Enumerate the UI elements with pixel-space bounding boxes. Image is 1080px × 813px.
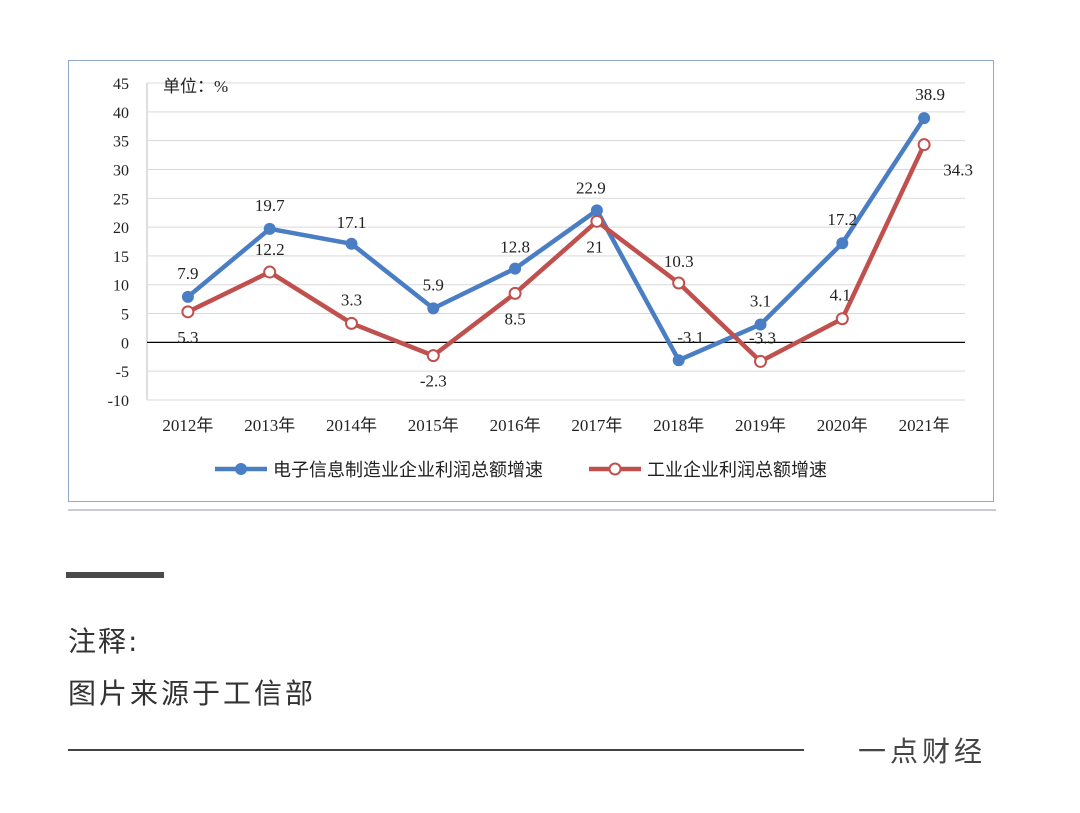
- series-electronics-data-label: 17.1: [337, 213, 367, 232]
- series-industry-data-label: -3.3: [749, 328, 776, 347]
- brand-signature: 一点财经: [858, 735, 987, 768]
- series-electronics-data-label: 7.9: [177, 264, 198, 283]
- note-title: 注释:: [68, 625, 140, 658]
- x-tick-label: 2020年: [817, 416, 868, 435]
- series-electronics-data-label: 38.9: [915, 85, 945, 104]
- series-electronics-data-label: -3.1: [677, 328, 704, 347]
- x-tick-label: 2018年: [653, 416, 704, 435]
- y-tick-label: 20: [113, 220, 129, 237]
- image-source-note: 图片来源于工信部: [68, 677, 317, 710]
- series-industry-data-label: 34.3: [943, 161, 973, 180]
- series-electronics-point: [345, 237, 358, 250]
- series-electronics-point: [590, 204, 603, 217]
- y-tick-label: 45: [113, 76, 129, 93]
- series-industry-data-label: 3.3: [341, 290, 362, 309]
- series-electronics-data-label: 5.9: [423, 275, 444, 294]
- series-industry-point: [590, 214, 604, 228]
- series-electronics-point: [672, 354, 685, 367]
- series-industry-point: [508, 286, 522, 300]
- x-tick-label: 2021年: [899, 416, 950, 435]
- series-electronics-data-label: 12.8: [500, 238, 530, 257]
- series-industry-data-label: 10.3: [664, 252, 694, 271]
- series-industry-line: [186, 143, 927, 364]
- series-electronics-line: [186, 116, 926, 363]
- series-electronics-data-label: 22.9: [576, 178, 606, 197]
- series-industry-point: [181, 305, 195, 319]
- series-electronics-data-label: 19.7: [255, 196, 285, 215]
- y-tick-label: 0: [121, 335, 129, 352]
- x-tick-label: 2017年: [571, 416, 622, 435]
- legend-label: 工业企业利润总额增速: [647, 460, 827, 481]
- series-industry-point: [345, 316, 358, 330]
- x-tick-label: 2014年: [326, 416, 377, 435]
- footer-line: [68, 749, 804, 751]
- series-industry-data-label: 21: [586, 237, 603, 256]
- series-industry-point: [835, 312, 849, 326]
- x-tick-label: 2019年: [735, 416, 786, 435]
- y-tick-label: 15: [113, 249, 129, 266]
- legend-marker: [235, 463, 247, 475]
- y-tick-label: -10: [108, 393, 129, 410]
- series-electronics-point: [754, 318, 767, 331]
- series-industry-point: [754, 354, 767, 368]
- y-tick-label: 35: [113, 134, 129, 151]
- y-tick-label: 5: [121, 307, 129, 324]
- y-tick-label: 25: [113, 191, 129, 208]
- series-electronics-point: [427, 302, 440, 315]
- series-industry-point: [263, 265, 277, 279]
- series-industry-data-label: 12.2: [255, 240, 285, 259]
- series-electronics-point: [181, 290, 194, 303]
- line-chart: 45 40 35 30 25 20 15 10 5 0 -5 -10 2012年 2013年 2014年 20…: [108, 76, 973, 481]
- x-tick-label: 2015年: [408, 416, 459, 435]
- y-tick-label: 40: [113, 105, 129, 122]
- series-industry-data-label: 5.3: [177, 328, 198, 347]
- series-electronics-data-label: 3.1: [750, 291, 771, 310]
- series-electronics-point: [509, 262, 522, 275]
- series-electronics-point: [918, 112, 931, 125]
- legend-marker: [608, 462, 622, 476]
- series-industry-data-label: -2.3: [420, 372, 447, 391]
- x-tick-label: 2012年: [162, 416, 213, 435]
- section-divider: [66, 572, 164, 578]
- y-tick-label: 10: [113, 278, 129, 295]
- y-tick-label: -5: [116, 364, 129, 381]
- chart-frame: 45 40 35 30 25 20 15 10 5 0 -5 -10 2012年 2013年 2014年 20…: [68, 60, 994, 502]
- series-industry-data-label: 8.5: [504, 309, 525, 328]
- legend-label: 电子信息制造业企业利润总额增速: [273, 460, 543, 481]
- series-electronics-point: [836, 237, 849, 250]
- series-industry-point: [672, 276, 686, 290]
- series-electronics-point: [263, 222, 276, 235]
- series-industry-point: [426, 349, 440, 363]
- series-electronics-data-label: 17.2: [827, 210, 857, 229]
- x-tick-label: 2016年: [490, 416, 541, 435]
- series-industry-point: [917, 138, 931, 152]
- unit-label: 单位：%: [163, 77, 228, 96]
- series-industry-data-label: 4.1: [830, 286, 851, 305]
- y-tick-label: 30: [113, 162, 129, 179]
- x-tick-label: 2013年: [244, 416, 295, 435]
- chart-frame-underline: [68, 509, 996, 511]
